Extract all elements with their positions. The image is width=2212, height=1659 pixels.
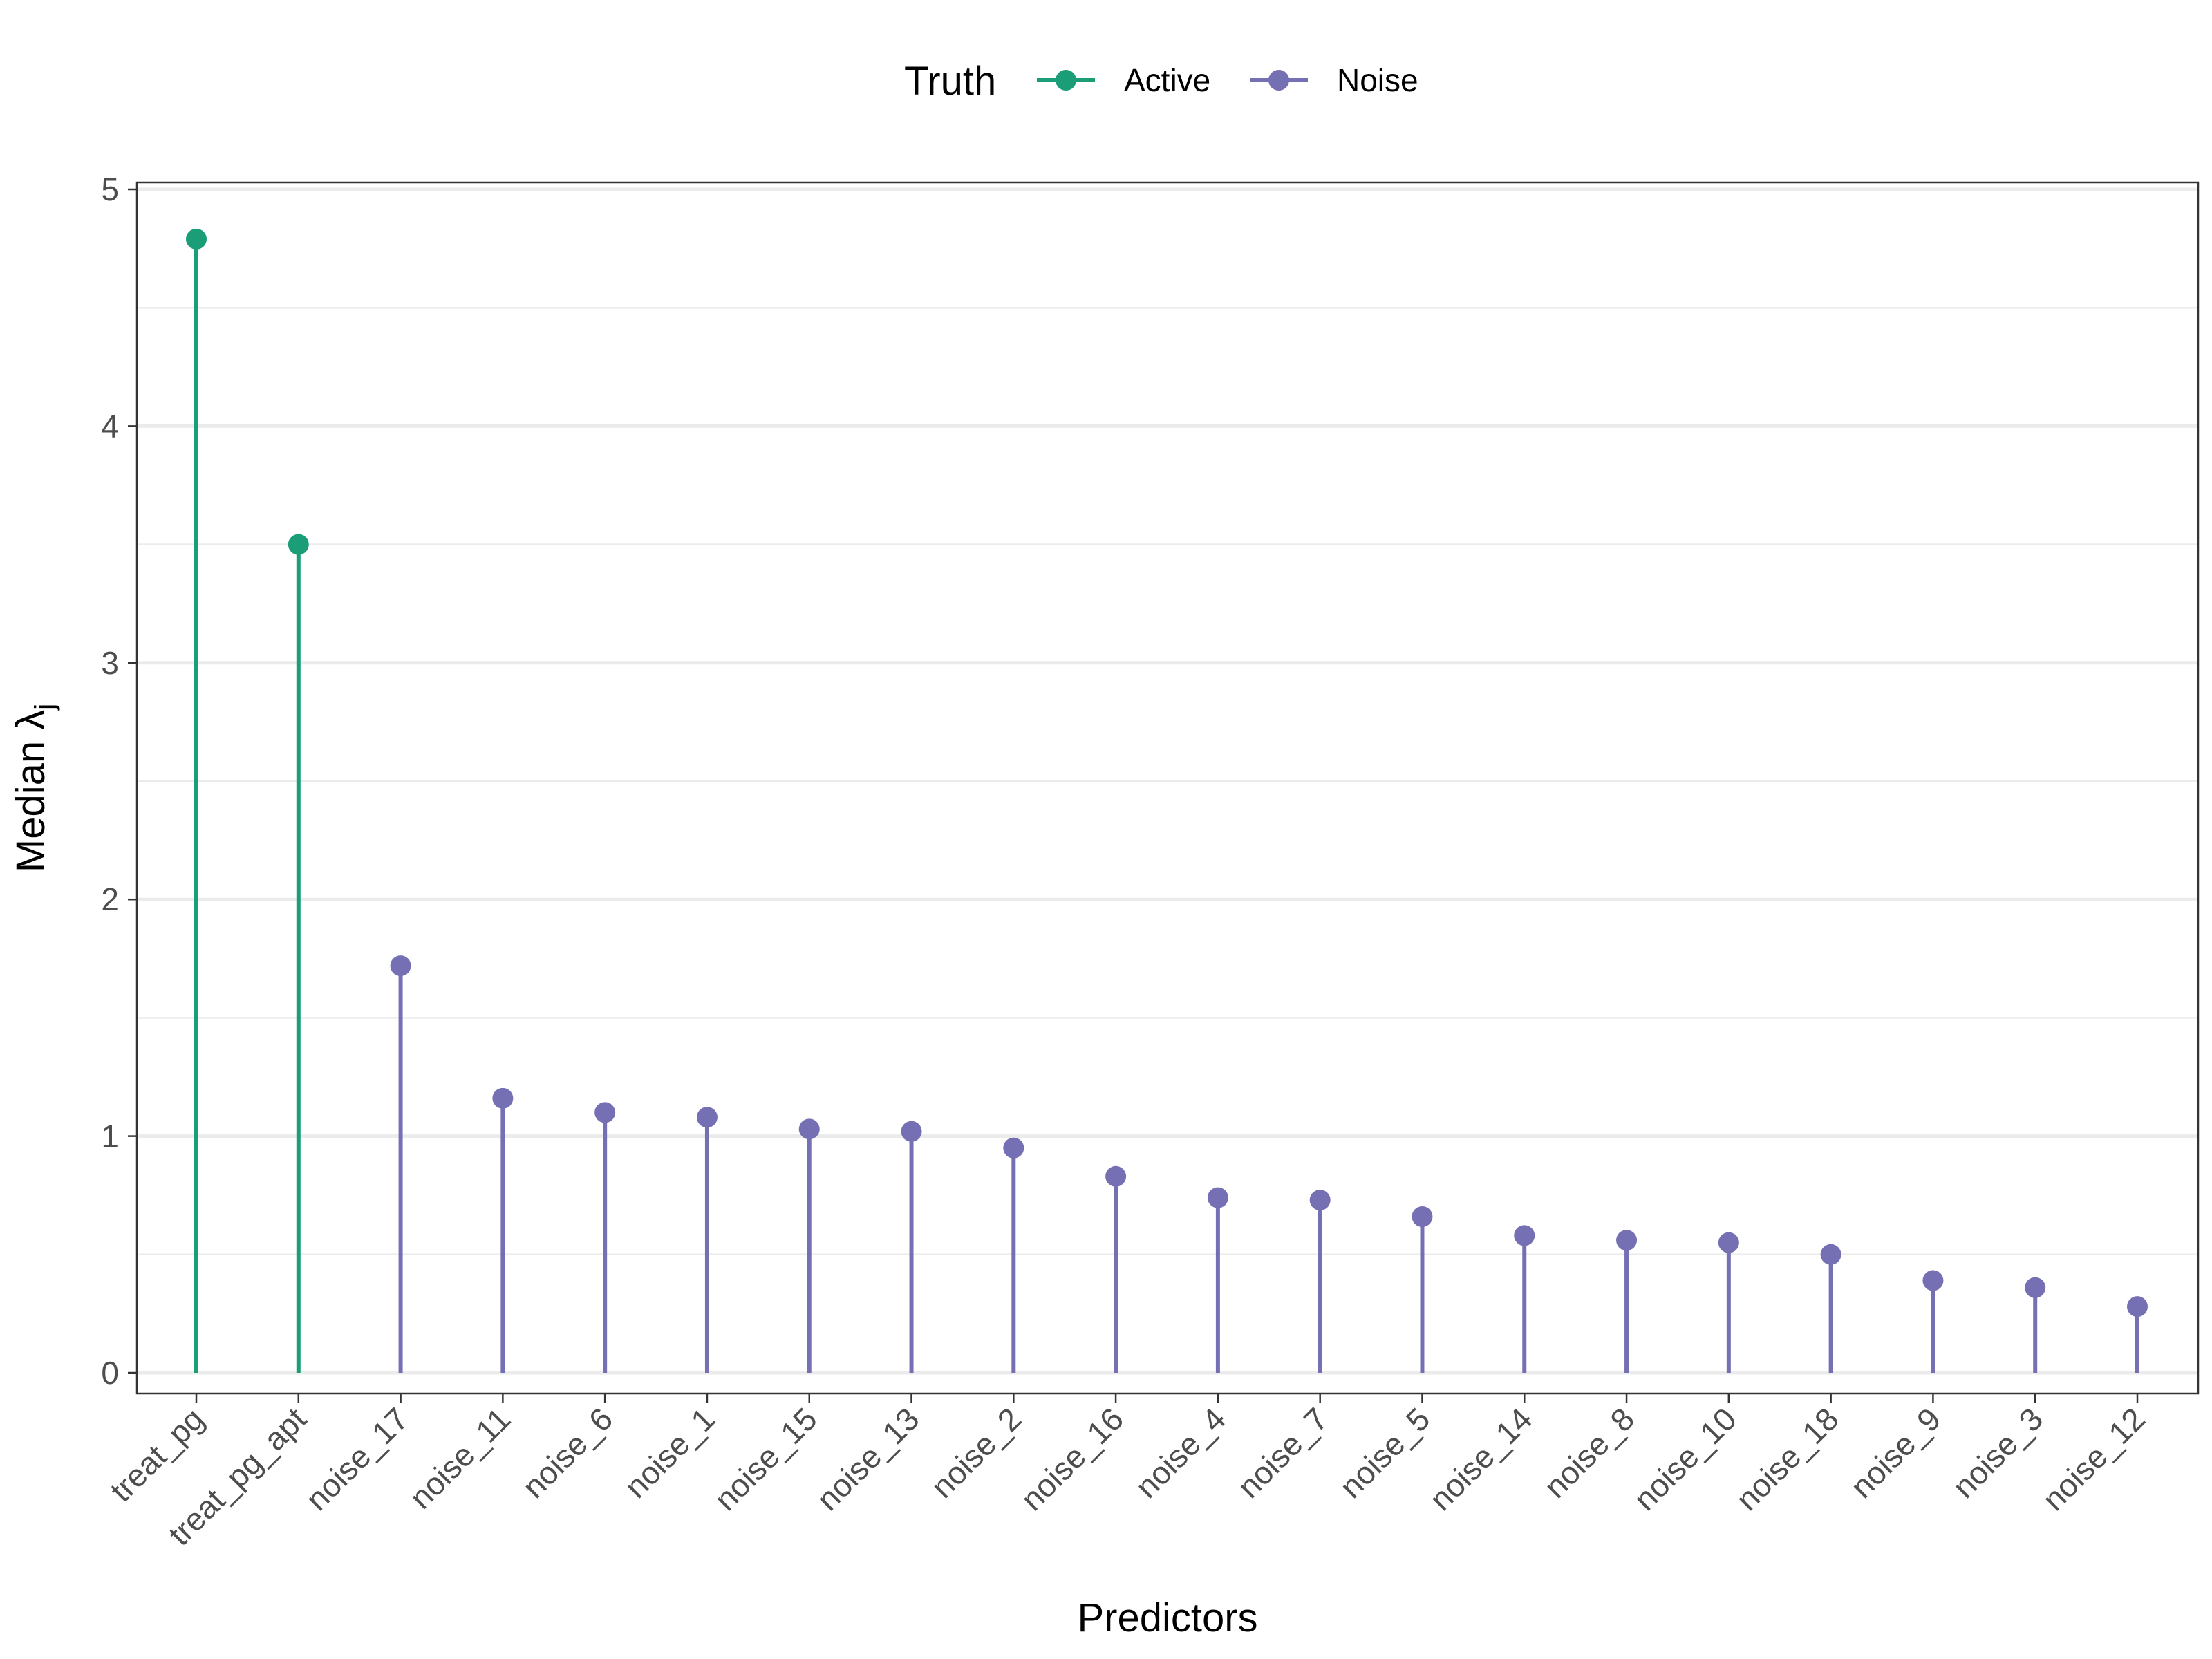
lollipop-point: [696, 1107, 718, 1128]
y-axis-title-prefix: Median: [8, 730, 53, 872]
lollipop-point: [1412, 1206, 1433, 1228]
lollipop-point: [901, 1121, 922, 1142]
lollipop-point: [492, 1087, 514, 1109]
y-tick-label: 0: [101, 1355, 119, 1391]
legend-label: Noise: [1337, 62, 1418, 98]
lollipop-point: [1003, 1137, 1024, 1159]
lollipop-point: [1309, 1190, 1331, 1211]
lollipop-point: [1718, 1232, 1739, 1253]
lollipop-point: [1207, 1187, 1228, 1208]
y-tick-label: 5: [101, 171, 119, 207]
lollipop-point: [1616, 1230, 1638, 1251]
y-axis-title-subscript: j: [30, 704, 60, 711]
y-axis-title-symbol: λ: [8, 710, 53, 730]
legend-label: Active: [1124, 62, 1210, 98]
legend-key-point: [1056, 70, 1076, 91]
lollipop-point: [390, 955, 411, 977]
lollipop-point: [2025, 1277, 2046, 1298]
lollipop-point: [798, 1118, 820, 1140]
lollipop-point: [594, 1102, 616, 1123]
y-tick-label: 4: [101, 408, 119, 444]
legend-key-active: [1037, 70, 1095, 91]
legend: Truth Active Noise: [904, 59, 1418, 104]
y-tick-label: 2: [101, 881, 119, 917]
lollipop-point: [186, 228, 207, 250]
marks-layer: [186, 228, 2148, 1373]
lollipop-point: [1514, 1225, 1535, 1246]
lollipop-point: [1820, 1244, 1841, 1265]
lollipop-point: [2127, 1296, 2148, 1318]
y-tick-label: 1: [101, 1118, 119, 1154]
panel-border: [135, 181, 2200, 1395]
legend-key-point: [1268, 70, 1289, 91]
legend-title: Truth: [904, 59, 996, 104]
lollipop-point: [288, 534, 309, 555]
grid-layer: [137, 187, 2198, 1375]
legend-key-noise: [1250, 70, 1308, 91]
x-axis-title: Predictors: [1077, 1595, 1257, 1640]
lollipop-point: [1922, 1270, 1944, 1291]
y-axis-title: Median λj: [8, 704, 60, 872]
lollipop-point: [1105, 1165, 1127, 1187]
y-tick-label: 3: [101, 645, 119, 681]
